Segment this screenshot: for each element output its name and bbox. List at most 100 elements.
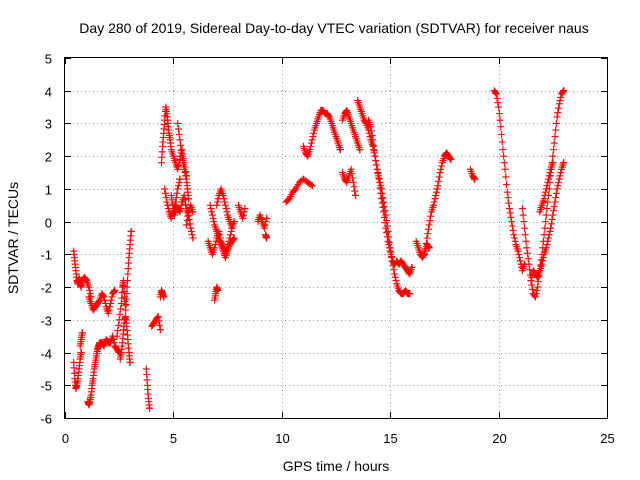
data-point-marker: [542, 211, 550, 219]
data-point-marker: [543, 241, 551, 249]
data-point-marker: [506, 209, 514, 217]
data-point-marker: [182, 172, 190, 180]
data-point-marker: [519, 211, 527, 219]
data-series: [174, 119, 193, 203]
data-point-marker: [368, 131, 376, 139]
data-series: [365, 116, 414, 298]
data-point-marker: [349, 174, 357, 182]
data-point-marker: [523, 244, 531, 252]
data-point-marker: [347, 165, 355, 173]
y-tick-label: 1: [45, 183, 52, 198]
data-point-marker: [188, 231, 196, 239]
data-point-marker: [493, 94, 501, 102]
data-point-marker: [527, 277, 535, 285]
data-point-marker: [514, 247, 522, 255]
data-point-marker: [307, 181, 315, 189]
data-point-marker: [386, 244, 394, 252]
y-tick-label: -3: [40, 314, 52, 329]
data-point-marker: [510, 234, 518, 242]
data-point-marker: [371, 152, 379, 160]
y-tick-label: 5: [45, 52, 52, 67]
data-point-marker: [501, 165, 509, 173]
data-point-marker: [385, 233, 393, 241]
data-point-marker: [263, 214, 271, 222]
data-point-marker: [433, 185, 441, 193]
data-point-marker: [230, 234, 238, 242]
data-series: [206, 201, 238, 262]
data-point-marker: [383, 229, 391, 237]
data-series: [213, 185, 236, 232]
data-point-marker: [306, 146, 314, 154]
data-point-marker: [389, 261, 397, 269]
data-point-marker: [174, 119, 182, 127]
data-point-marker: [240, 208, 248, 216]
y-tick-label: -5: [40, 379, 52, 394]
data-point-marker: [239, 214, 247, 222]
x-tick-label: 25: [600, 431, 614, 446]
data-point-marker: [427, 212, 435, 220]
data-point-marker: [228, 224, 236, 232]
data-point-marker: [544, 198, 552, 206]
data-point-marker: [496, 116, 504, 124]
data-point-marker: [117, 305, 125, 313]
data-point-marker: [524, 255, 532, 263]
data-point-marker: [526, 266, 534, 274]
data-point-marker: [182, 221, 190, 229]
data-point-marker: [211, 244, 219, 252]
data-series: [339, 106, 364, 154]
data-point-marker: [146, 404, 154, 412]
data-point-marker: [544, 178, 552, 186]
data-point-marker: [552, 194, 560, 202]
data-point-marker: [370, 147, 378, 155]
data-point-marker: [542, 188, 550, 196]
data-point-marker: [510, 231, 518, 239]
data-point-marker: [181, 196, 189, 204]
data-point-marker: [539, 257, 547, 265]
data-point-marker: [177, 141, 185, 149]
data-point-marker: [181, 169, 189, 177]
data-point-marker: [185, 195, 193, 203]
data-series: [211, 283, 222, 304]
data-point-marker: [522, 237, 530, 245]
data-point-marker: [547, 224, 555, 232]
data-series: [393, 257, 416, 278]
data-point-marker: [436, 169, 444, 177]
data-point-marker: [553, 185, 561, 193]
data-point-marker: [503, 188, 511, 196]
data-point-marker: [521, 224, 529, 232]
x-tick-label: 20: [492, 431, 506, 446]
data-point-marker: [175, 178, 183, 186]
data-point-marker: [178, 146, 186, 154]
data-point-marker: [164, 201, 172, 209]
data-point-marker: [520, 218, 528, 226]
data-point-marker: [372, 161, 380, 169]
data-point-marker: [424, 230, 432, 238]
data-point-marker: [350, 183, 358, 191]
data-point-marker: [431, 195, 439, 203]
data-point-marker: [515, 250, 523, 258]
data-point-marker: [552, 119, 560, 127]
data-point-marker: [553, 113, 561, 121]
data-point-marker: [555, 175, 563, 183]
data-series: [339, 165, 360, 199]
data-point-marker: [532, 290, 540, 298]
data-point-marker: [430, 201, 438, 209]
data-point-marker: [180, 165, 188, 173]
data-point-marker: [161, 189, 169, 197]
data-point-marker: [555, 100, 563, 108]
data-point-marker: [168, 196, 176, 204]
data-point-marker: [550, 202, 558, 210]
data-point-marker: [369, 136, 377, 144]
data-point-marker: [542, 244, 550, 252]
data-point-marker: [495, 110, 503, 118]
data-point-marker: [229, 235, 237, 243]
data-point-marker: [554, 182, 562, 190]
data-point-marker: [534, 283, 542, 291]
data-point-marker: [183, 217, 191, 225]
data-point-marker: [370, 141, 378, 149]
y-axis-label: SDTVAR / TECUs: [5, 182, 21, 294]
data-point-marker: [556, 172, 564, 180]
y-tick-labels: -6 -5 -4 -3 -2 -1 0 1 2 3 4 5: [40, 52, 52, 427]
data-point-marker: [538, 260, 546, 268]
data-point-marker: [169, 208, 177, 216]
